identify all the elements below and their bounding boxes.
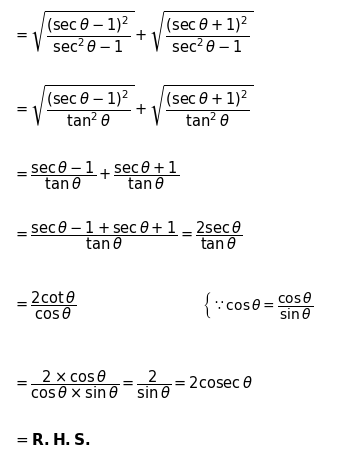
- Text: $= \dfrac{\sec\theta-1}{\tan\theta} + \dfrac{\sec\theta+1}{\tan\theta}$: $= \dfrac{\sec\theta-1}{\tan\theta} + \d…: [13, 160, 180, 192]
- Text: $= \dfrac{2\times\cos\theta}{\cos\theta\times\sin\theta} = \dfrac{2}{\sin\theta}: $= \dfrac{2\times\cos\theta}{\cos\theta\…: [13, 368, 253, 400]
- Text: $= \dfrac{2\cot\theta}{\cos\theta}$: $= \dfrac{2\cot\theta}{\cos\theta}$: [13, 289, 77, 322]
- Text: $= \sqrt{\dfrac{(\sec\theta-1)^2}{\sec^2\theta-1}} + \sqrt{\dfrac{(\sec\theta+1): $= \sqrt{\dfrac{(\sec\theta-1)^2}{\sec^2…: [13, 9, 253, 56]
- Text: $= \dfrac{\sec\theta-1+\sec\theta+1}{\tan\theta} = \dfrac{2\sec\theta}{\tan\thet: $= \dfrac{\sec\theta-1+\sec\theta+1}{\ta…: [13, 220, 243, 252]
- Text: $\left\{\because \cos\theta = \dfrac{\cos\theta}{\sin\theta}\right.$: $\left\{\because \cos\theta = \dfrac{\co…: [202, 290, 313, 321]
- Text: $= \mathbf{R.H.S.}$: $= \mathbf{R.H.S.}$: [13, 432, 91, 448]
- Text: $= \sqrt{\dfrac{(\sec\theta-1)^2}{\tan^2\theta}} + \sqrt{\dfrac{(\sec\theta+1)^2: $= \sqrt{\dfrac{(\sec\theta-1)^2}{\tan^2…: [13, 83, 253, 130]
